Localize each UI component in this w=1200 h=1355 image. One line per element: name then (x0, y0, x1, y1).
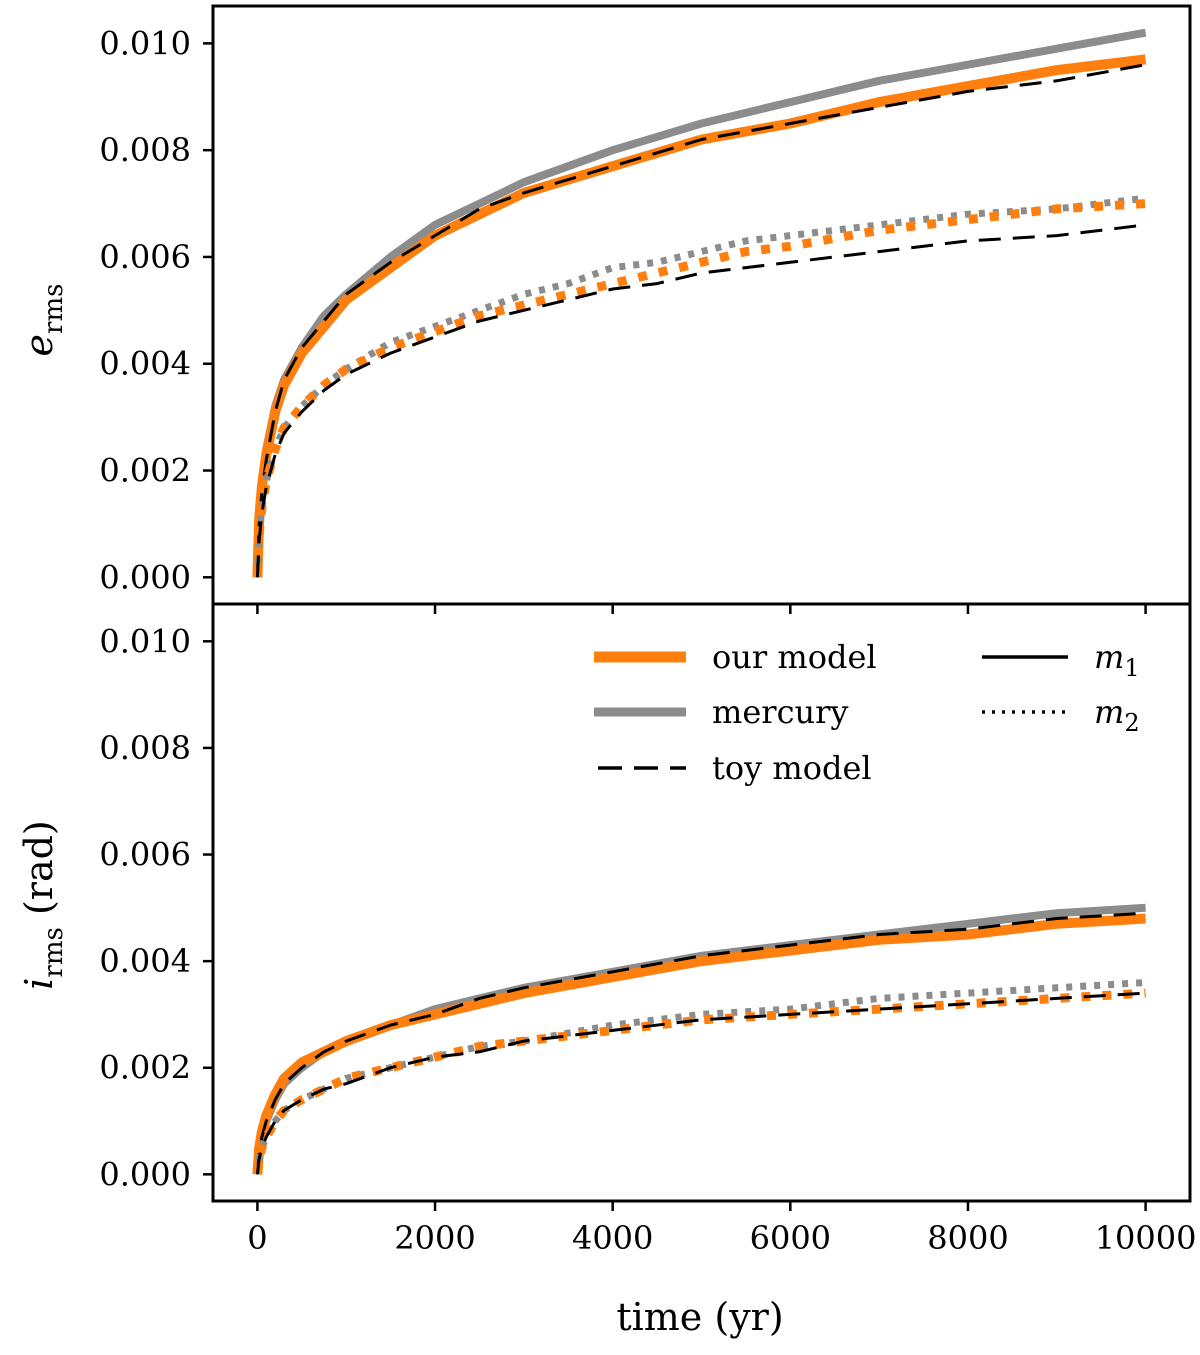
legend-label-m2: m2 (1094, 693, 1140, 737)
top-series-our-model-m1 (252, 54, 1147, 578)
bottom-series-group (252, 903, 1146, 1175)
bottom-x-ticks: 0 2000 4000 6000 8000 10000 (247, 1201, 1196, 1257)
x-axis-label: time (yr) (616, 1295, 783, 1339)
top-y-axis-label: erms (17, 284, 69, 357)
legend-label-our-model: our model (712, 638, 877, 676)
bottom-plot-frame (211, 602, 1192, 1203)
top-series-toy-model-m1 (255, 63, 1146, 578)
legend-label-toy-model: toy model (712, 749, 872, 787)
bottom-y-tick-label: 0.002 (99, 1049, 191, 1087)
bottom-y-ticks: 0.000 0.002 0.004 0.006 0.008 0.010 (99, 622, 213, 1193)
bottom-y-tick-label: 0.008 (99, 729, 191, 767)
bottom-series-toy-model-m1 (255, 911, 1146, 1175)
top-plot-frame (211, 4, 1192, 606)
bottom-y-axis-label: irms (rad) (17, 820, 69, 989)
top-y-tick-label: 0.006 (99, 238, 191, 276)
top-series-our-model-m2 (252, 199, 1146, 578)
top-y-tick-label: 0.000 (99, 558, 191, 596)
top-y-tick-label: 0.010 (99, 24, 191, 62)
top-panel: 0.000 0.002 0.004 0.006 0.008 0.010 erms (17, 4, 1192, 614)
bottom-x-tick-label: 2000 (394, 1219, 475, 1257)
top-y-tick-label: 0.004 (99, 345, 191, 383)
bottom-series-mercury-m2 (253, 979, 1146, 1175)
bottom-x-tick-label: 10000 (1095, 1219, 1197, 1257)
bottom-y-tick-label: 0.000 (99, 1155, 191, 1193)
top-series-group (252, 28, 1147, 578)
top-series-toy-model-m2 (255, 223, 1146, 578)
legend-label-m1: m1 (1094, 638, 1140, 682)
bottom-series-toy-model-m2 (255, 991, 1146, 1175)
bottom-x-tick-label: 0 (247, 1219, 267, 1257)
legend: our model mercury toy model m1 m2 (594, 638, 1140, 787)
top-y-tick-label: 0.008 (99, 131, 191, 169)
top-series-mercury-m1 (253, 28, 1147, 578)
bottom-x-tick-label: 4000 (572, 1219, 653, 1257)
bottom-y-tick-label: 0.010 (99, 622, 191, 660)
bottom-x-tick-label: 6000 (750, 1219, 831, 1257)
top-y-ticks: 0.000 0.002 0.004 0.006 0.008 0.010 (99, 24, 213, 596)
bottom-series-mercury-m1 (253, 903, 1146, 1175)
bottom-y-tick-label: 0.004 (99, 942, 191, 980)
top-x-ticks (256, 604, 1147, 614)
legend-label-mercury: mercury (712, 693, 848, 731)
top-y-tick-label: 0.002 (99, 452, 191, 490)
bottom-y-tick-label: 0.006 (99, 836, 191, 874)
bottom-x-tick-label: 8000 (927, 1219, 1008, 1257)
bottom-panel: 0.000 0.002 0.004 0.006 0.008 0.010 0 2000 4000… (17, 602, 1196, 1339)
bottom-series-our-model-m1 (252, 913, 1146, 1175)
